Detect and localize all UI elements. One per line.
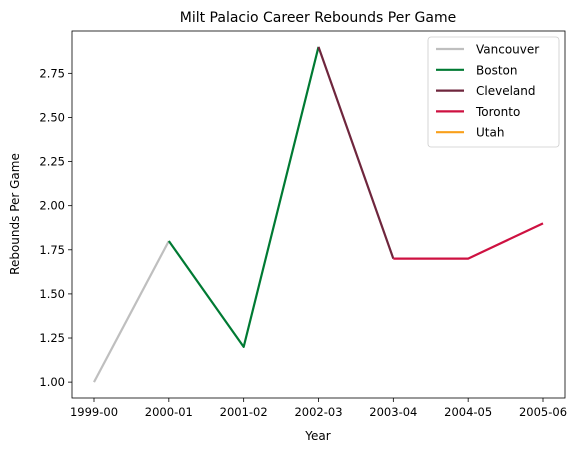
- legend: Vancouver Boston Cleveland Toronto Utah: [427, 36, 560, 148]
- y-axis-label: Rebounds Per Game: [8, 153, 22, 275]
- y-axis: 1.00 1.25 1.50 1.75 2.00 2.25 2.50 2.75: [39, 66, 72, 389]
- y-tick-label: 1.75: [39, 243, 65, 257]
- series-line-cleveland: [317, 46, 395, 259]
- legend-label-toronto: Toronto: [475, 105, 520, 119]
- x-axis-label: Year: [304, 429, 330, 443]
- series-line-toronto: [393, 222, 544, 260]
- x-tick-label: 2005-06: [519, 405, 567, 419]
- legend-box: [427, 36, 560, 148]
- series-line-boston: [167, 46, 320, 348]
- y-tick-label: 1.25: [39, 331, 65, 345]
- x-tick-label: 2002-03: [294, 405, 342, 419]
- y-tick-label: 1.50: [39, 287, 65, 301]
- x-tick-label: 1999-00: [70, 405, 118, 419]
- legend-label-utah: Utah: [476, 126, 504, 140]
- series-line-vancouver: [93, 240, 170, 383]
- x-axis: 1999-00 2000-01 2001-02 2002-03 2003-04 2004-…: [70, 398, 567, 419]
- y-tick-label: 2.75: [39, 66, 65, 80]
- y-tick-label: 2.50: [39, 110, 65, 124]
- x-tick-label: 2000-01: [145, 405, 193, 419]
- legend-label-vancouver: Vancouver: [476, 43, 539, 57]
- x-tick-label: 2003-04: [369, 405, 417, 419]
- x-tick-label: 2001-02: [220, 405, 268, 419]
- y-tick-label: 1.00: [39, 375, 65, 389]
- legend-label-cleveland: Cleveland: [476, 84, 536, 98]
- series-lines: [93, 46, 544, 383]
- chart-title: Milt Palacio Career Rebounds Per Game: [180, 10, 456, 26]
- y-tick-label: 2.25: [39, 155, 65, 169]
- y-tick-label: 2.00: [39, 199, 65, 213]
- legend-label-boston: Boston: [476, 63, 517, 77]
- x-tick-label: 2004-05: [444, 405, 492, 419]
